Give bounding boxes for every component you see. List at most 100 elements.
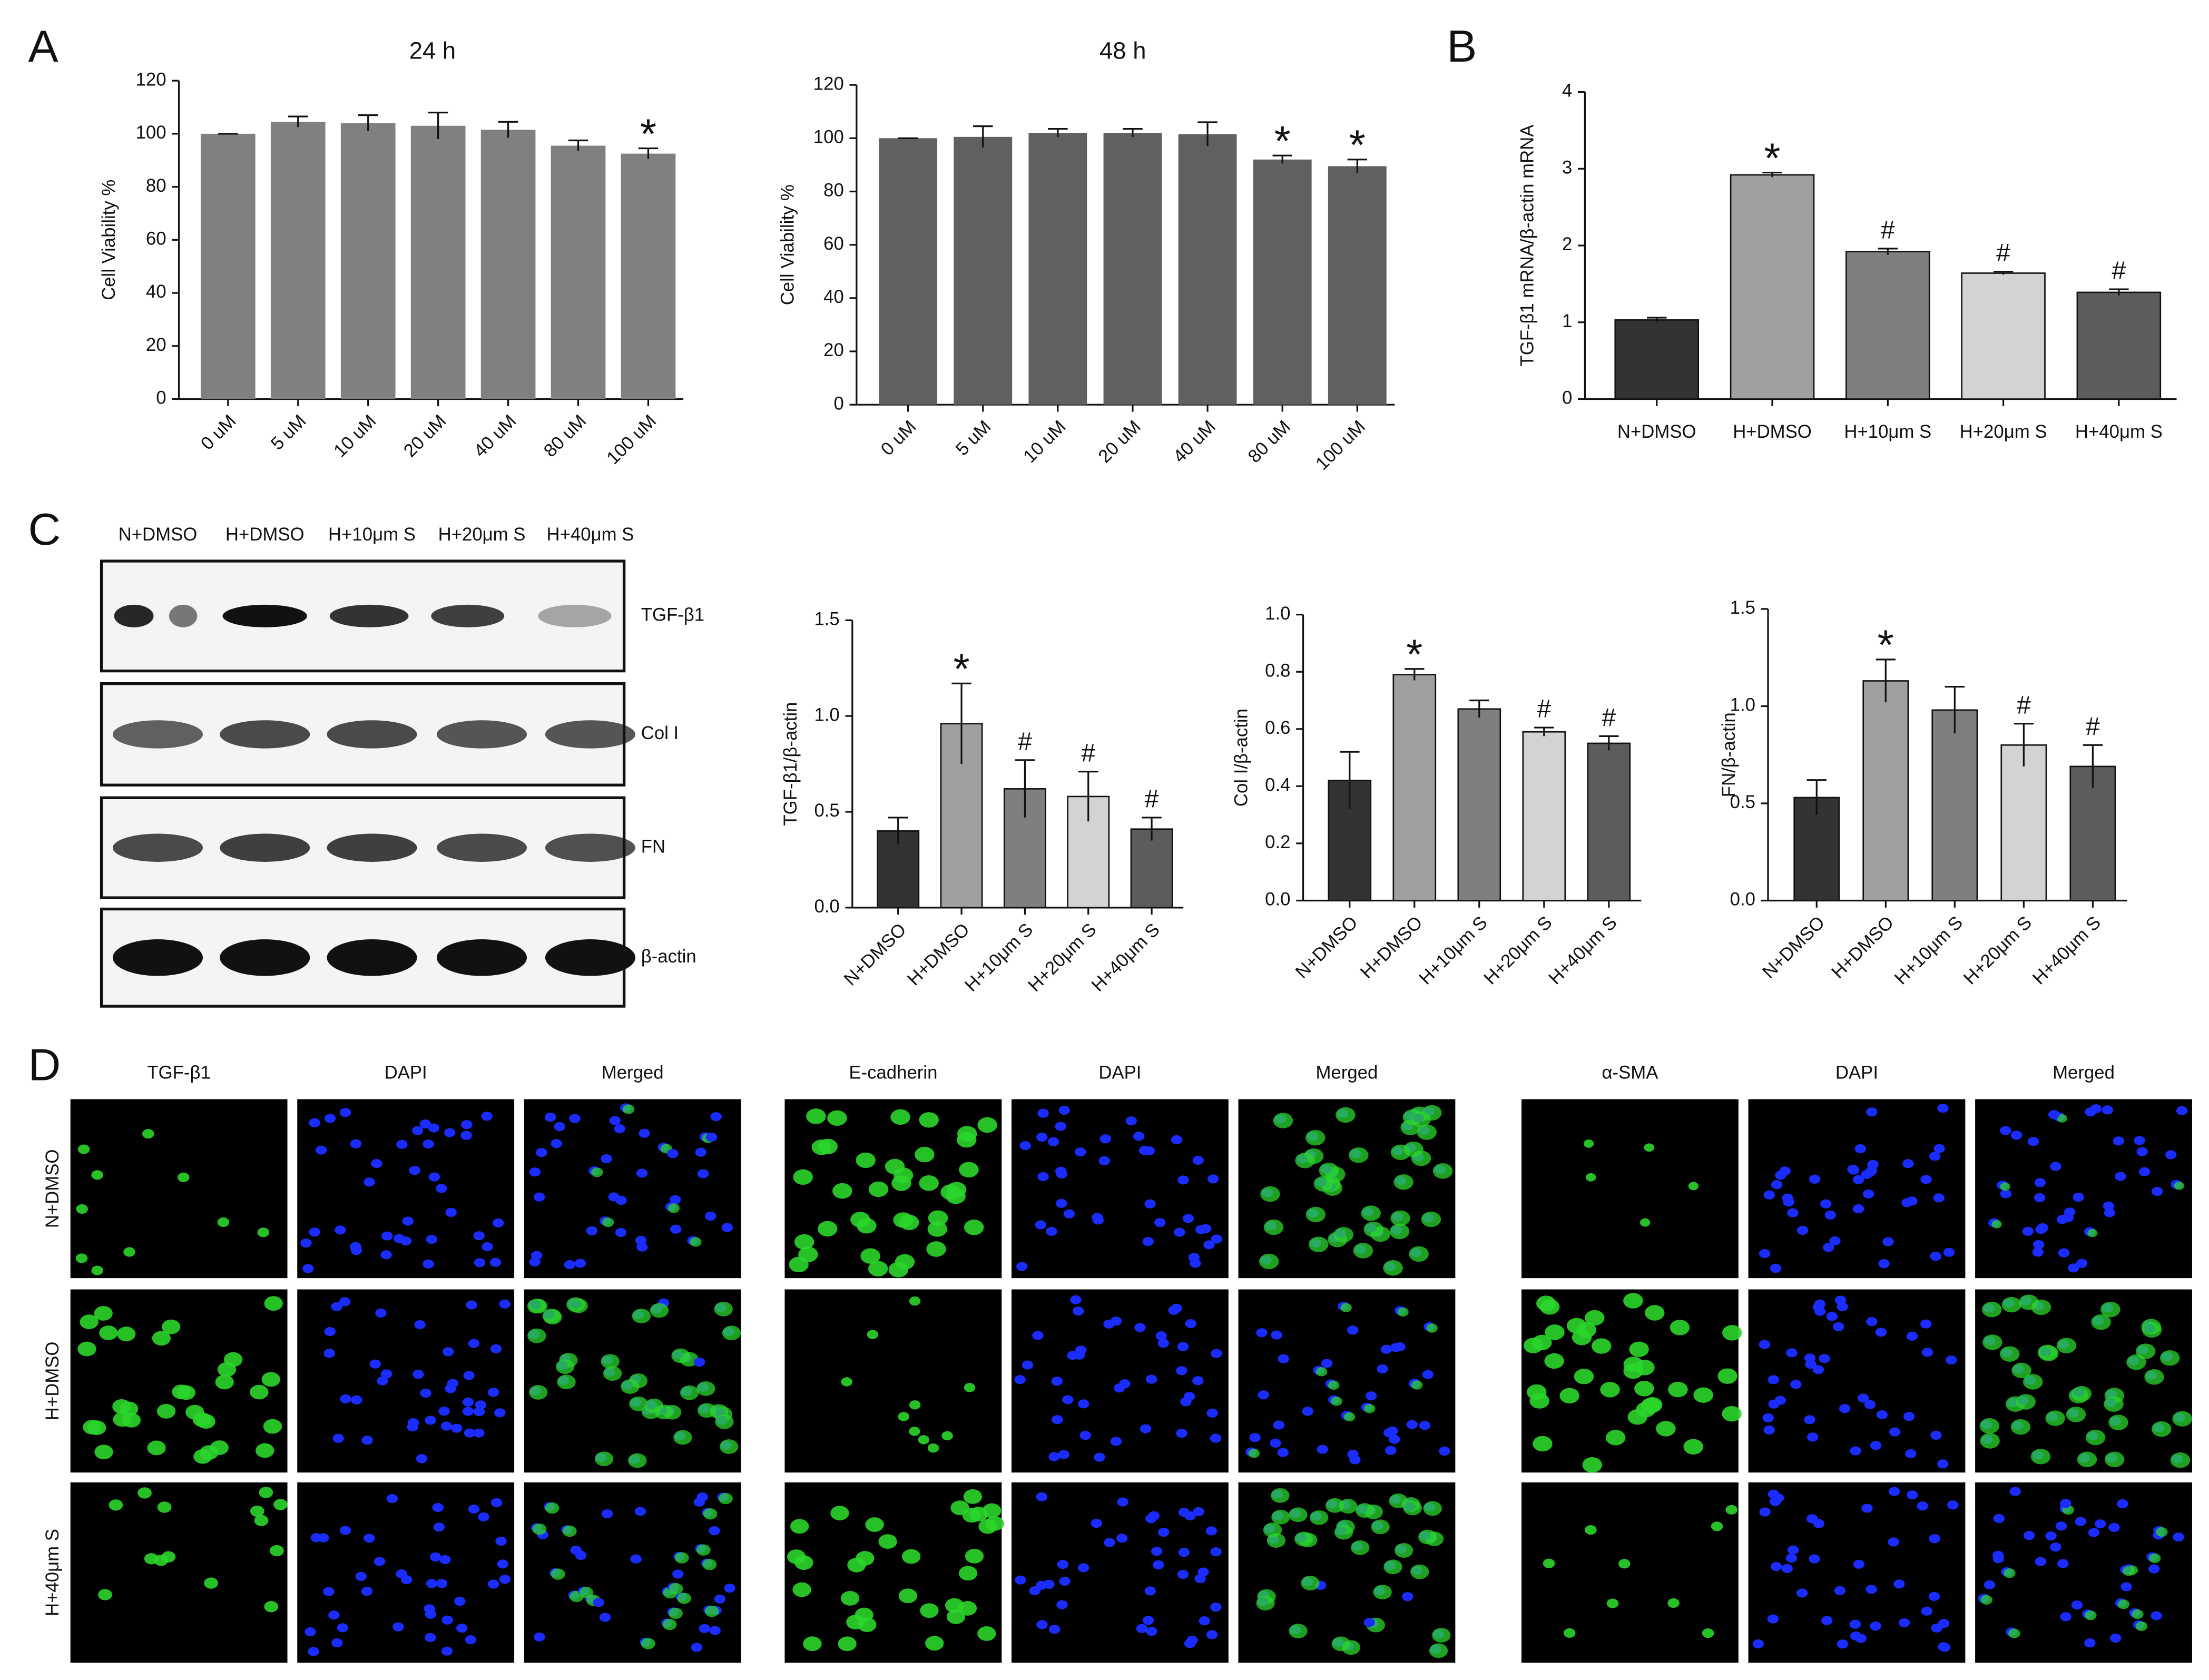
nucleus: [1901, 1198, 1913, 1207]
stain: [662, 1618, 677, 1630]
nucleus: [438, 1407, 450, 1416]
nucleus: [693, 1358, 705, 1367]
nucleus: [1878, 1259, 1890, 1269]
stain: [1256, 1596, 1275, 1610]
nucleus: [636, 1168, 648, 1178]
lane-label: H+DMSO: [225, 525, 305, 545]
nucleus: [1154, 1218, 1166, 1227]
stain: [257, 1227, 270, 1237]
band-label: Col I: [641, 723, 679, 743]
stain: [2174, 1181, 2185, 1190]
stain: [898, 1412, 909, 1421]
blot-band: [222, 604, 307, 627]
micrograph: [784, 1099, 1002, 1279]
nucleus: [1809, 1174, 1821, 1184]
stain: [909, 1400, 921, 1410]
nucleus: [454, 1597, 466, 1606]
nucleus: [489, 1257, 502, 1267]
stain: [264, 1601, 279, 1613]
significance-marker: #: [1537, 695, 1551, 723]
stain: [1683, 1439, 1703, 1455]
stain: [2172, 1411, 2192, 1427]
nucleus: [1768, 1399, 1780, 1409]
stain: [603, 1366, 622, 1381]
nucleus: [1365, 1391, 1377, 1401]
stain: [919, 1112, 939, 1128]
nucleus: [1125, 1116, 1137, 1126]
stain: [928, 1210, 948, 1226]
nucleus: [482, 1242, 493, 1252]
stain: [204, 1577, 218, 1589]
nucleus: [1117, 1497, 1128, 1507]
panel-label: A: [28, 22, 58, 72]
y-tick-label: 20: [146, 335, 166, 355]
stain: [217, 1217, 230, 1227]
stain: [77, 1144, 90, 1154]
stain: [714, 1301, 733, 1317]
stain: [963, 1489, 982, 1504]
nucleus: [355, 1571, 367, 1581]
stain: [1536, 1295, 1556, 1311]
nucleus: [1273, 1420, 1285, 1430]
blot-band: [220, 720, 310, 749]
nucleus: [1930, 1252, 1941, 1261]
nucleus: [423, 1139, 434, 1149]
nucleus: [636, 1242, 648, 1252]
nucleus: [1377, 1364, 1388, 1374]
stain: [792, 1582, 811, 1597]
nucleus: [1790, 1380, 1802, 1389]
y-tick-label: 1.0: [1265, 604, 1290, 624]
nucleus: [324, 1114, 336, 1123]
nucleus: [473, 1407, 485, 1417]
nucleus: [1063, 1209, 1075, 1219]
nucleus: [1048, 1625, 1061, 1634]
stain: [1583, 1139, 1594, 1148]
stain: [703, 1508, 718, 1520]
stain: [1331, 1397, 1342, 1406]
error-bar: [888, 817, 908, 844]
stain: [2057, 1114, 2067, 1123]
stain: [667, 1203, 680, 1213]
nucleus: [1385, 1446, 1397, 1455]
stain: [1263, 1219, 1284, 1235]
nucleus: [2009, 1487, 2021, 1496]
nucleus: [1866, 1166, 1878, 1175]
nucleus: [2045, 1531, 2057, 1541]
nucleus: [1857, 1393, 1869, 1403]
nucleus: [1839, 1404, 1851, 1413]
stain: [946, 1188, 966, 1204]
nucleus: [364, 1177, 375, 1187]
stain: [545, 1502, 559, 1514]
bar: [1961, 272, 2046, 400]
nucleus: [1302, 1407, 1313, 1416]
nucleus: [478, 1512, 489, 1522]
error-bar: [2109, 288, 2129, 296]
stain: [1273, 1113, 1293, 1128]
error-bar: [1469, 699, 1489, 718]
nucleus: [2000, 1126, 2011, 1135]
stain: [76, 1204, 88, 1214]
nucleus: [428, 1172, 440, 1182]
stain: [1389, 1223, 1410, 1240]
nucleus: [1199, 1616, 1210, 1626]
blot-band: [431, 604, 505, 627]
x-tick-label: H+20μm S: [1960, 422, 2047, 442]
nucleus: [536, 1148, 547, 1157]
stain: [2170, 1452, 2191, 1468]
nucleus: [1037, 1108, 1049, 1118]
nucleus: [699, 1624, 710, 1633]
stain: [1722, 1325, 1742, 1341]
bar: [621, 153, 676, 399]
nucleus: [473, 1428, 485, 1438]
nucleus: [429, 1552, 441, 1561]
bar: [1730, 174, 1815, 400]
nucleus: [1157, 1528, 1170, 1537]
error-bar: [951, 682, 971, 764]
significance-marker: #: [2112, 257, 2126, 285]
stain: [964, 1383, 976, 1392]
blot-band: [436, 833, 527, 862]
stain: [1982, 1301, 2002, 1318]
nucleus: [1317, 1445, 1328, 1454]
y-tick-label: 0.2: [1265, 832, 1290, 852]
stain: [977, 1626, 996, 1641]
